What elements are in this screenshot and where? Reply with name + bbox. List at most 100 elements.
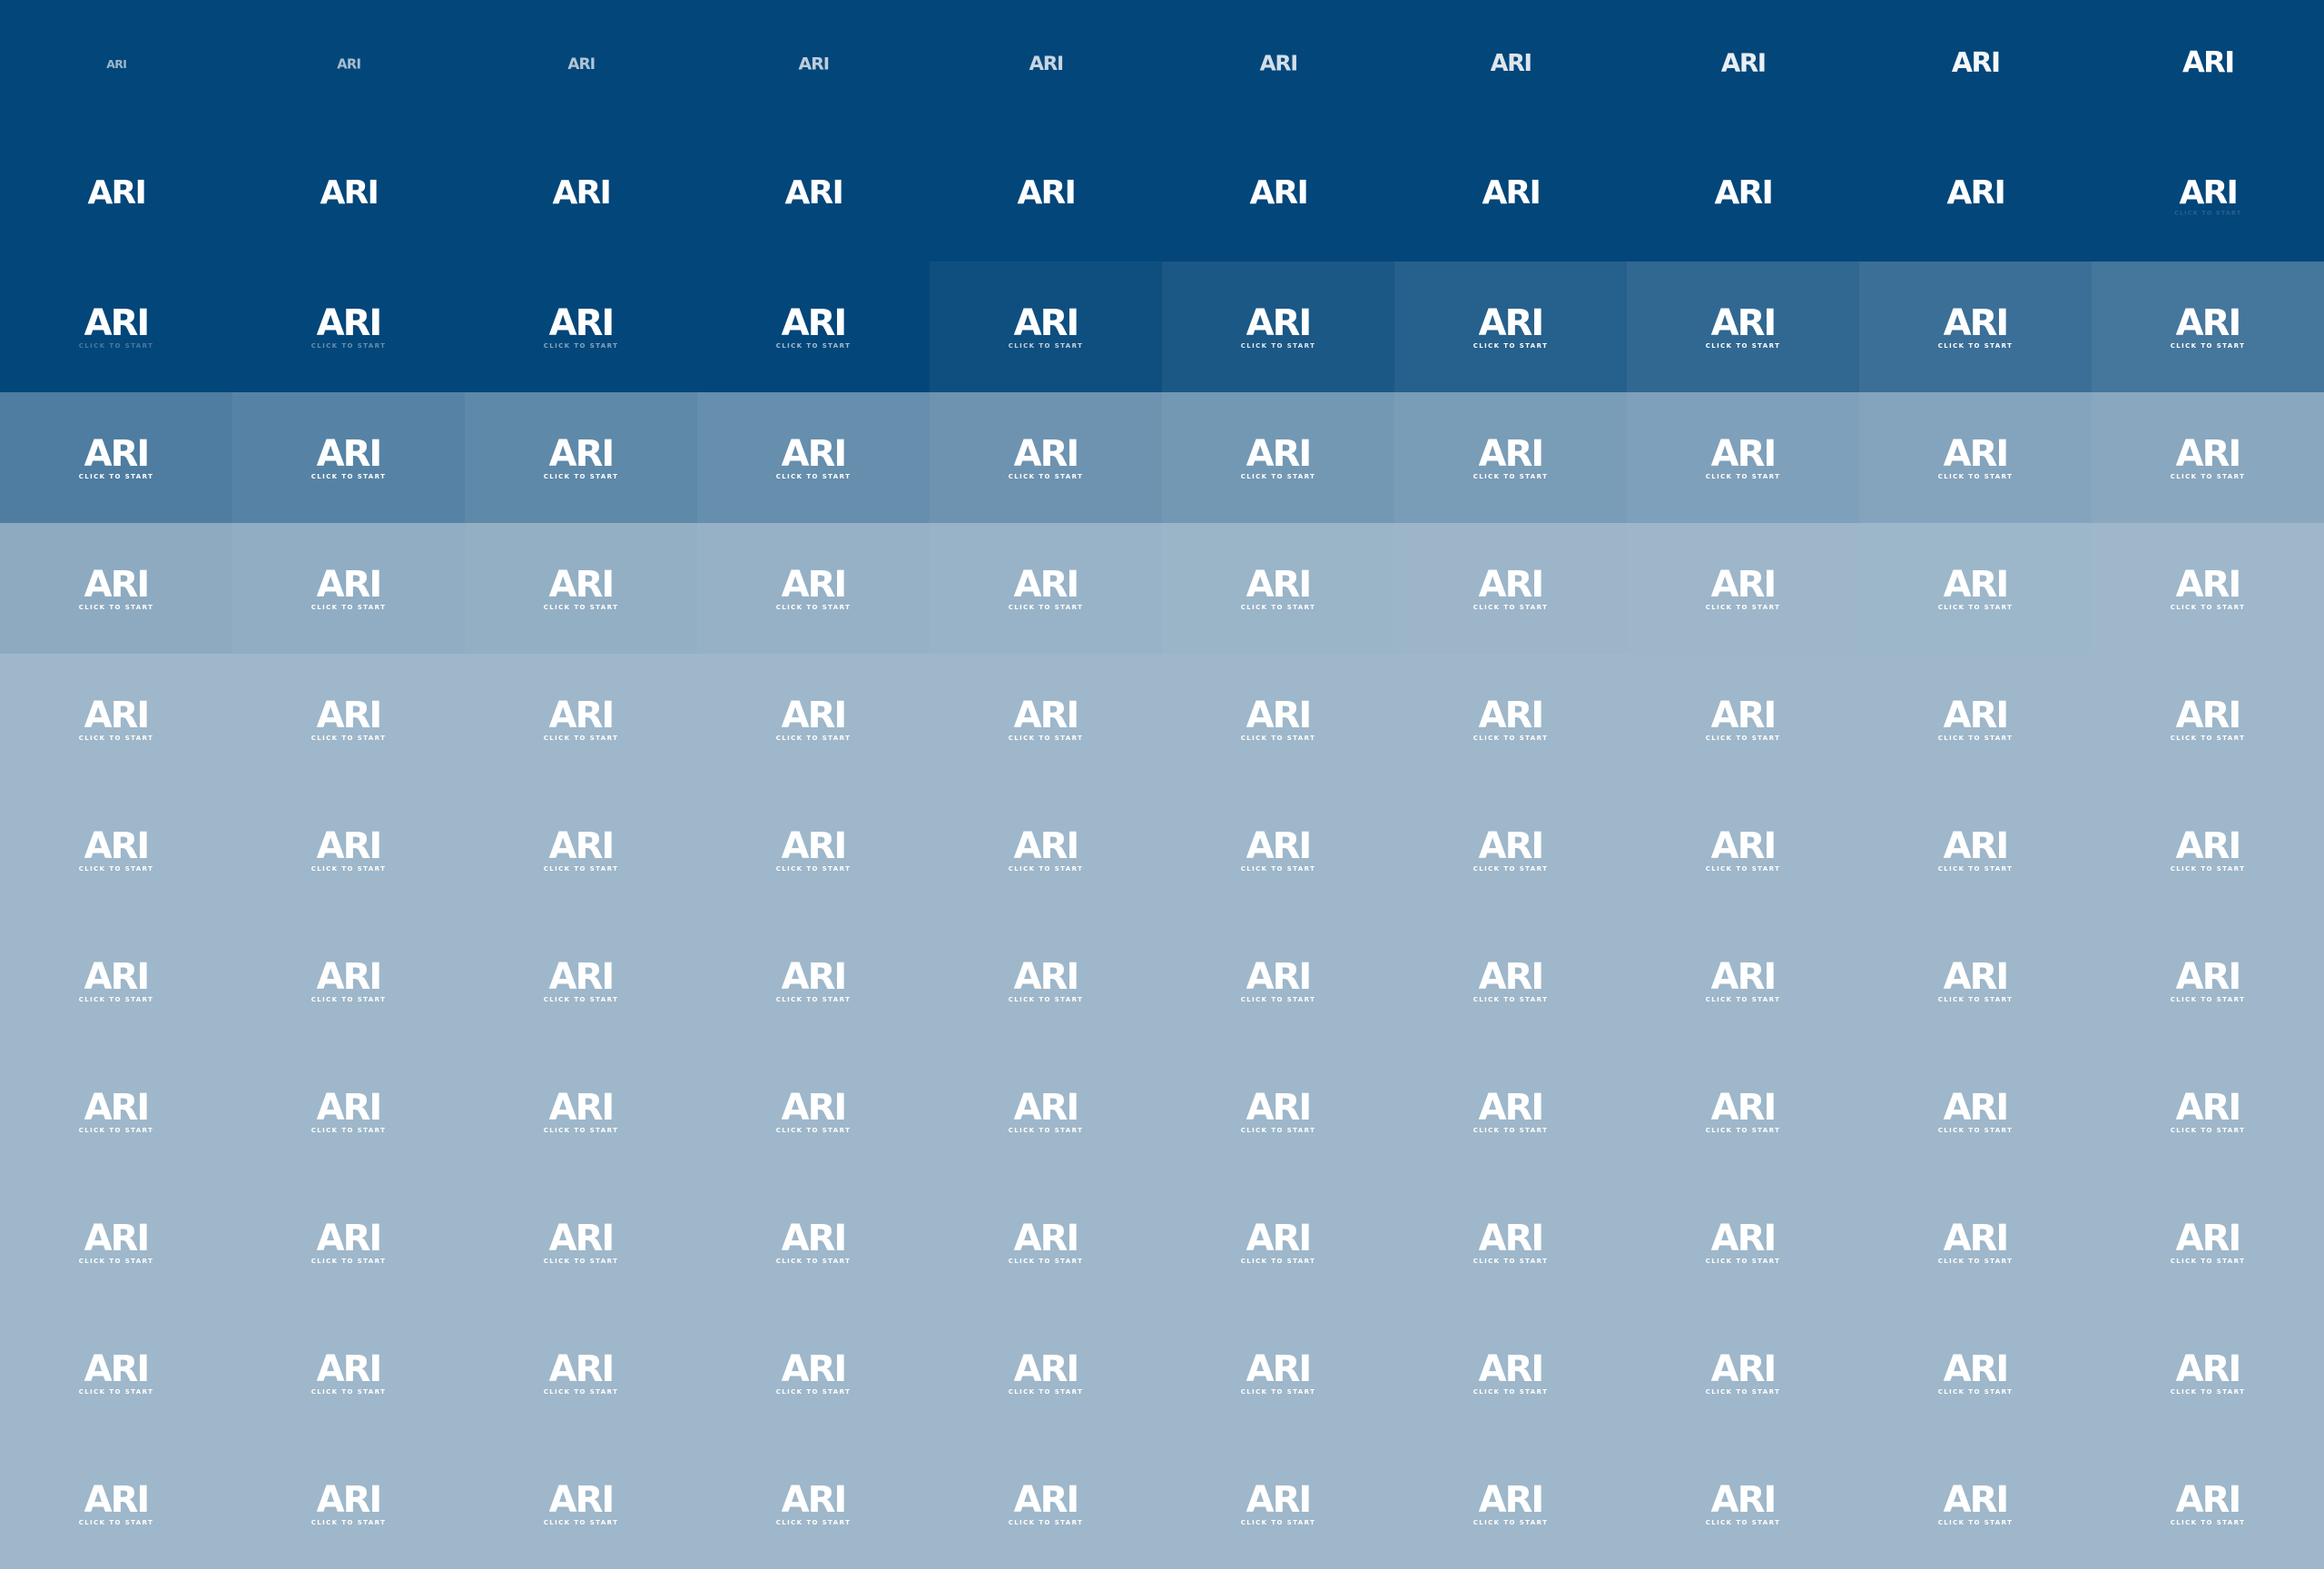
animation-frame[interactable]: ARICLICK TO START	[1394, 262, 1627, 392]
animation-frame[interactable]: ARICLICK TO START	[232, 523, 465, 654]
animation-frame[interactable]: ARICLICK TO START	[2092, 654, 2324, 784]
animation-frame[interactable]: ARICLICK TO START	[232, 0, 465, 131]
animation-frame[interactable]: ARICLICK TO START	[465, 915, 697, 1046]
animation-frame[interactable]: ARICLICK TO START	[1859, 1046, 2092, 1177]
animation-frame[interactable]: ARICLICK TO START	[1627, 131, 1859, 262]
animation-frame[interactable]: ARICLICK TO START	[465, 1308, 697, 1438]
animation-frame[interactable]: ARICLICK TO START	[1627, 0, 1859, 131]
animation-frame[interactable]: ARICLICK TO START	[1859, 262, 2092, 392]
animation-frame[interactable]: ARICLICK TO START	[465, 392, 697, 523]
animation-frame[interactable]: ARICLICK TO START	[1627, 654, 1859, 784]
animation-frame[interactable]: ARICLICK TO START	[1859, 654, 2092, 784]
animation-frame[interactable]: ARICLICK TO START	[1859, 1177, 2092, 1308]
animation-frame[interactable]: ARICLICK TO START	[465, 1438, 697, 1569]
animation-frame[interactable]: ARICLICK TO START	[465, 1046, 697, 1177]
animation-frame[interactable]: ARICLICK TO START	[232, 262, 465, 392]
animation-frame[interactable]: ARICLICK TO START	[1394, 523, 1627, 654]
animation-frame[interactable]: ARICLICK TO START	[1627, 784, 1859, 915]
animation-frame[interactable]: ARICLICK TO START	[697, 0, 930, 131]
animation-frame[interactable]: ARICLICK TO START	[0, 523, 232, 654]
animation-frame[interactable]: ARICLICK TO START	[697, 523, 930, 654]
animation-frame[interactable]: ARICLICK TO START	[0, 392, 232, 523]
animation-frame[interactable]: ARICLICK TO START	[1162, 654, 1394, 784]
animation-frame[interactable]: ARICLICK TO START	[930, 131, 1162, 262]
animation-frame[interactable]: ARICLICK TO START	[930, 1438, 1162, 1569]
animation-frame[interactable]: ARICLICK TO START	[1394, 1438, 1627, 1569]
animation-frame[interactable]: ARICLICK TO START	[2092, 915, 2324, 1046]
animation-frame[interactable]: ARICLICK TO START	[2092, 1177, 2324, 1308]
animation-frame[interactable]: ARICLICK TO START	[1162, 392, 1394, 523]
animation-frame[interactable]: ARICLICK TO START	[930, 915, 1162, 1046]
animation-frame[interactable]: ARICLICK TO START	[697, 1046, 930, 1177]
animation-frame[interactable]: ARICLICK TO START	[697, 654, 930, 784]
animation-frame[interactable]: ARICLICK TO START	[1394, 654, 1627, 784]
animation-frame[interactable]: ARICLICK TO START	[1859, 915, 2092, 1046]
animation-frame[interactable]: ARICLICK TO START	[1859, 0, 2092, 131]
animation-frame[interactable]: ARICLICK TO START	[465, 654, 697, 784]
animation-frame[interactable]: ARICLICK TO START	[1394, 1177, 1627, 1308]
animation-frame[interactable]: ARICLICK TO START	[697, 392, 930, 523]
animation-frame[interactable]: ARICLICK TO START	[0, 262, 232, 392]
animation-frame[interactable]: ARICLICK TO START	[465, 784, 697, 915]
animation-frame[interactable]: ARICLICK TO START	[232, 784, 465, 915]
animation-frame[interactable]: ARICLICK TO START	[1627, 1177, 1859, 1308]
animation-frame[interactable]: ARICLICK TO START	[930, 0, 1162, 131]
animation-frame[interactable]: ARICLICK TO START	[2092, 523, 2324, 654]
animation-frame[interactable]: ARICLICK TO START	[697, 131, 930, 262]
animation-frame[interactable]: ARICLICK TO START	[232, 1308, 465, 1438]
animation-frame[interactable]: ARICLICK TO START	[1162, 0, 1394, 131]
animation-frame[interactable]: ARICLICK TO START	[465, 1177, 697, 1308]
animation-frame[interactable]: ARICLICK TO START	[1162, 1438, 1394, 1569]
animation-frame[interactable]: ARICLICK TO START	[2092, 131, 2324, 262]
animation-frame[interactable]: ARICLICK TO START	[1627, 1308, 1859, 1438]
animation-frame[interactable]: ARICLICK TO START	[1627, 1438, 1859, 1569]
animation-frame[interactable]: ARICLICK TO START	[1162, 784, 1394, 915]
animation-frame[interactable]: ARICLICK TO START	[1162, 262, 1394, 392]
animation-frame[interactable]: ARICLICK TO START	[697, 1438, 930, 1569]
animation-frame[interactable]: ARICLICK TO START	[232, 654, 465, 784]
animation-frame[interactable]: ARICLICK TO START	[1394, 784, 1627, 915]
animation-frame[interactable]: ARICLICK TO START	[930, 1308, 1162, 1438]
animation-frame[interactable]: ARICLICK TO START	[0, 1046, 232, 1177]
animation-frame[interactable]: ARICLICK TO START	[930, 392, 1162, 523]
animation-frame[interactable]: ARICLICK TO START	[232, 392, 465, 523]
animation-frame[interactable]: ARICLICK TO START	[1859, 131, 2092, 262]
animation-frame[interactable]: ARICLICK TO START	[1394, 392, 1627, 523]
animation-frame[interactable]: ARICLICK TO START	[1162, 915, 1394, 1046]
animation-frame[interactable]: ARICLICK TO START	[1627, 262, 1859, 392]
animation-frame[interactable]: ARICLICK TO START	[0, 784, 232, 915]
animation-frame[interactable]: ARICLICK TO START	[465, 523, 697, 654]
animation-frame[interactable]: ARICLICK TO START	[0, 1177, 232, 1308]
animation-frame[interactable]: ARICLICK TO START	[930, 1177, 1162, 1308]
animation-frame[interactable]: ARICLICK TO START	[1162, 1308, 1394, 1438]
animation-frame[interactable]: ARICLICK TO START	[1394, 1046, 1627, 1177]
animation-frame[interactable]: ARICLICK TO START	[697, 1177, 930, 1308]
animation-frame[interactable]: ARICLICK TO START	[0, 1308, 232, 1438]
animation-frame[interactable]: ARICLICK TO START	[697, 1308, 930, 1438]
animation-frame[interactable]: ARICLICK TO START	[1394, 1308, 1627, 1438]
animation-frame[interactable]: ARICLICK TO START	[0, 131, 232, 262]
animation-frame[interactable]: ARICLICK TO START	[697, 915, 930, 1046]
animation-frame[interactable]: ARICLICK TO START	[0, 1438, 232, 1569]
animation-frame[interactable]: ARICLICK TO START	[465, 0, 697, 131]
animation-frame[interactable]: ARICLICK TO START	[697, 784, 930, 915]
animation-frame[interactable]: ARICLICK TO START	[2092, 1046, 2324, 1177]
animation-frame[interactable]: ARICLICK TO START	[1162, 1177, 1394, 1308]
animation-frame[interactable]: ARICLICK TO START	[1627, 523, 1859, 654]
animation-frame[interactable]: ARICLICK TO START	[0, 654, 232, 784]
animation-frame[interactable]: ARICLICK TO START	[930, 654, 1162, 784]
animation-frame[interactable]: ARICLICK TO START	[1627, 1046, 1859, 1177]
animation-frame[interactable]: ARICLICK TO START	[1627, 392, 1859, 523]
animation-frame[interactable]: ARICLICK TO START	[465, 262, 697, 392]
animation-frame[interactable]: ARICLICK TO START	[2092, 784, 2324, 915]
animation-frame[interactable]: ARICLICK TO START	[1859, 1308, 2092, 1438]
animation-frame[interactable]: ARICLICK TO START	[1394, 0, 1627, 131]
animation-frame[interactable]: ARICLICK TO START	[1394, 131, 1627, 262]
animation-frame[interactable]: ARICLICK TO START	[2092, 0, 2324, 131]
animation-frame[interactable]: ARICLICK TO START	[1859, 523, 2092, 654]
animation-frame[interactable]: ARICLICK TO START	[1859, 392, 2092, 523]
animation-frame[interactable]: ARICLICK TO START	[930, 523, 1162, 654]
animation-frame[interactable]: ARICLICK TO START	[930, 262, 1162, 392]
animation-frame[interactable]: ARICLICK TO START	[930, 784, 1162, 915]
animation-frame[interactable]: ARICLICK TO START	[1162, 523, 1394, 654]
